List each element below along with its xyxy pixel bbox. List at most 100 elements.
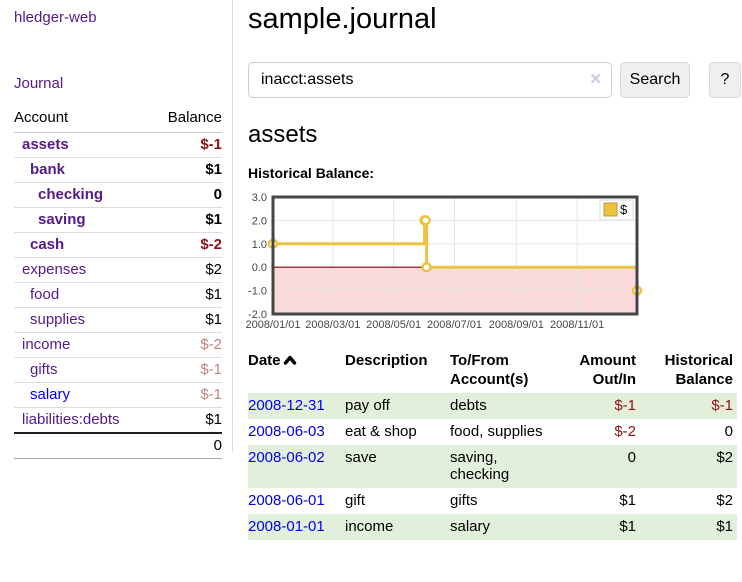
x-axis-tick-label: 2008/05/01: [366, 319, 421, 331]
account-heading: assets: [248, 121, 318, 148]
app-title-link[interactable]: hledger-web: [14, 9, 97, 26]
transaction-accounts: food, supplies: [450, 423, 543, 440]
transaction-date-cell: 2008-01-01: [248, 514, 345, 540]
x-axis-tick-label: 2008/11/01: [550, 319, 604, 331]
accounts-total-row: 0: [14, 432, 222, 459]
account-cell: liabilities:debts: [14, 407, 152, 434]
transaction-date-cell: 2008-06-01: [248, 488, 345, 514]
account-balance: $1: [151, 282, 222, 308]
account-row: checking 0: [14, 182, 222, 208]
account-balance: $1: [151, 157, 222, 183]
account-link[interactable]: salary: [30, 386, 71, 403]
search-button[interactable]: Search: [620, 62, 690, 98]
account-link[interactable]: saving: [38, 211, 86, 228]
accounts-total-balance: 0: [151, 432, 222, 459]
transaction-accounts: gifts: [450, 492, 478, 509]
transaction-balance: $1: [716, 518, 733, 535]
register-col-accounts: To/From Account(s): [450, 352, 529, 388]
accounts-header-row: Account Balance: [14, 107, 222, 133]
account-link[interactable]: supplies: [30, 311, 86, 328]
transaction-accounts: salary: [450, 518, 491, 535]
account-cell: salary: [14, 382, 152, 408]
account-cell: expenses: [14, 257, 152, 283]
register-row: 2008-06-02 save saving, checking 0 $2: [248, 445, 737, 488]
register-col-description: Description: [345, 352, 428, 369]
account-cell: food: [14, 282, 152, 308]
register-row: 2008-06-03 eat & shop food, supplies $-2 0: [248, 419, 737, 445]
legend-label: $: [620, 202, 628, 217]
account-link[interactable]: food: [30, 286, 60, 303]
transaction-date-link[interactable]: 2008-06-02: [248, 449, 325, 466]
transaction-balance: 0: [724, 423, 733, 440]
account-row: liabilities:debts $1: [14, 407, 222, 434]
account-link[interactable]: cash: [30, 236, 65, 253]
account-balance: $2: [151, 257, 222, 283]
y-axis-tick-label: 3.0: [252, 192, 267, 204]
data-point-marker: [420, 215, 431, 226]
account-balance: $-2: [151, 332, 222, 358]
account-row: income $-2: [14, 332, 222, 358]
account-row: cash $-2: [14, 232, 222, 258]
transaction-description: save: [345, 449, 377, 466]
accounts-col-account: Account: [14, 107, 152, 133]
register-col-balance: Historical Balance: [664, 352, 733, 388]
search-input-wrap: ✕: [248, 62, 612, 98]
account-link[interactable]: bank: [30, 161, 66, 178]
account-row: saving $1: [14, 207, 222, 233]
account-balance: 0: [151, 182, 222, 208]
account-link[interactable]: income: [22, 336, 71, 353]
clear-search-icon[interactable]: ✕: [589, 71, 602, 88]
transaction-date-link[interactable]: 2008-06-03: [248, 423, 325, 440]
account-cell: income: [14, 332, 152, 358]
y-axis-tick-label: 1.0: [252, 239, 267, 251]
register-row: 2008-06-01 gift gifts $1 $2: [248, 488, 737, 514]
register-table-body: 2008-12-31 pay off debts $-1 $-1 2008-06-03 ea…: [248, 393, 737, 540]
account-cell: cash: [14, 232, 152, 258]
account-link[interactable]: assets: [22, 136, 69, 153]
transaction-date-link[interactable]: 2008-06-01: [248, 492, 325, 509]
y-axis-tick-label: -1.0: [248, 286, 267, 298]
x-axis-tick-label: 2008/03/01: [305, 319, 360, 331]
account-link[interactable]: expenses: [22, 261, 87, 278]
search-form: ✕ Search ?: [248, 62, 742, 98]
account-link[interactable]: gifts: [30, 361, 58, 378]
account-balance: $-1: [151, 357, 222, 383]
accounts-table: Account Balance assets $-1 bank $1 checking 0…: [14, 107, 222, 459]
transaction-description: eat & shop: [345, 423, 417, 440]
plot-border: [271, 195, 639, 316]
register-col-amount: Amount Out/In: [579, 352, 636, 388]
account-row: gifts $-1: [14, 357, 222, 383]
transaction-description: gift: [345, 492, 366, 509]
accounts-table-body: assets $-1 bank $1 checking 0 saving $1 cash $-2 e…: [14, 132, 222, 434]
account-cell: assets: [14, 132, 152, 158]
y-axis-tick-label: -2.0: [248, 309, 267, 321]
y-axis-tick-label: 2.0: [252, 215, 267, 227]
transaction-date-link[interactable]: 2008-01-01: [248, 518, 325, 535]
page-title: sample.journal: [248, 3, 437, 35]
account-balance: $-1: [151, 132, 222, 158]
account-cell: checking: [14, 182, 152, 208]
transaction-date-link[interactable]: 2008-12-31: [248, 397, 325, 414]
help-button[interactable]: ?: [709, 62, 741, 98]
account-row: assets $-1: [14, 132, 222, 158]
data-point-marker: [421, 261, 432, 273]
account-cell: bank: [14, 157, 152, 183]
nav-journal-link[interactable]: Journal: [14, 75, 64, 92]
register-col-date-sort[interactable]: Date: [248, 349, 345, 393]
account-link[interactable]: checking: [38, 186, 104, 203]
transaction-description: pay off: [345, 397, 390, 414]
account-balance: $-1: [151, 382, 222, 408]
transaction-amount: $1: [619, 492, 636, 509]
account-balance: $-2: [151, 232, 222, 258]
register-header-row: Date Description To/From Account(s) Amou…: [248, 349, 737, 393]
register-table: Date Description To/From Account(s) Amou…: [248, 349, 737, 540]
account-cell: supplies: [14, 307, 152, 333]
x-axis-tick-label: 2008/07/01: [427, 319, 482, 331]
account-row: salary $-1: [14, 382, 222, 408]
search-input[interactable]: [248, 62, 612, 98]
transaction-amount: $-2: [614, 423, 636, 440]
register-col-date-label: Date: [248, 352, 281, 369]
main-content: sample.journal ✕ Search ? assets Histori…: [245, 0, 742, 540]
account-link[interactable]: liabilities:debts: [22, 411, 120, 428]
